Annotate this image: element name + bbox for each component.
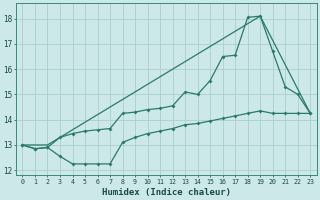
X-axis label: Humidex (Indice chaleur): Humidex (Indice chaleur) <box>102 188 231 197</box>
